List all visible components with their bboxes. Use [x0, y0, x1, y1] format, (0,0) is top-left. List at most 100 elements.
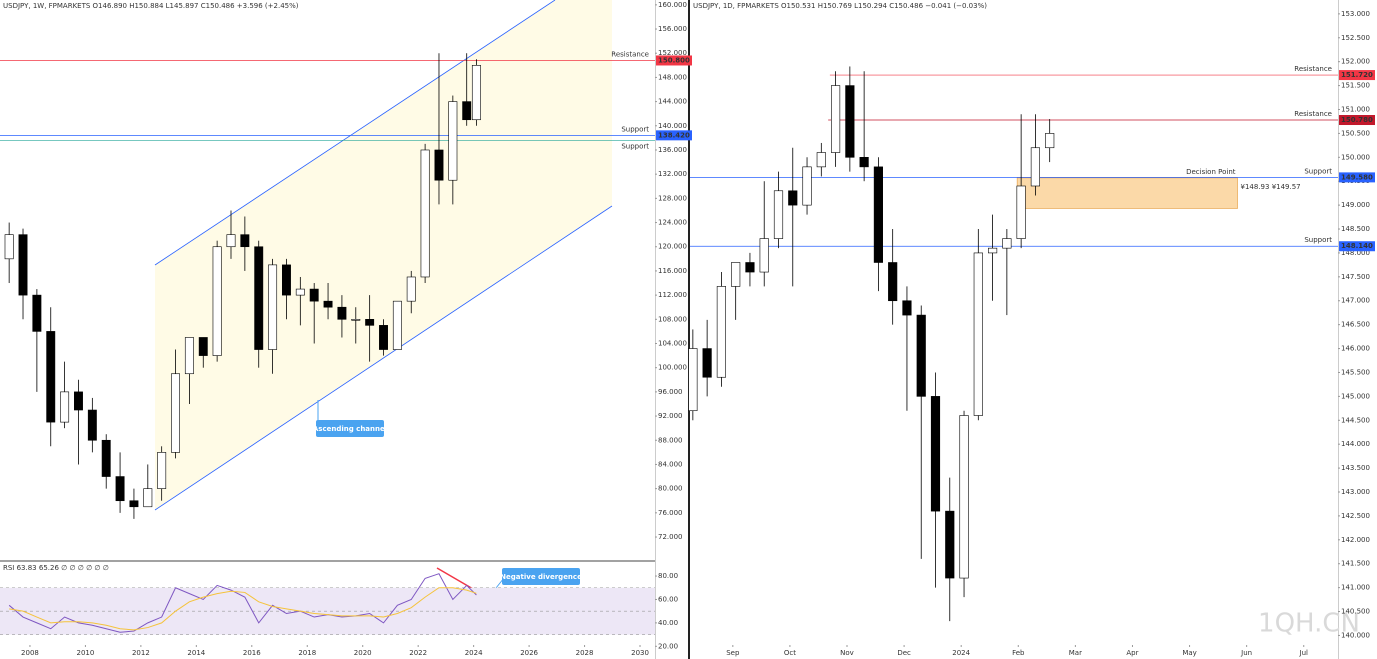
watermark: 1QH.CN [1258, 609, 1360, 639]
candle-body [143, 488, 153, 508]
x-tick-label: 2010 [76, 649, 94, 657]
candle-body [916, 314, 926, 397]
candle-body [1016, 185, 1026, 239]
y-tick-label: 108.000 [658, 315, 687, 323]
candle-body [471, 65, 481, 121]
y-tick-label: 142.000 [1341, 536, 1370, 544]
x-tick-label: 2024 [952, 649, 970, 657]
rsi-line [9, 587, 477, 631]
y-tick-label: 140.500 [1341, 608, 1370, 616]
y-tick-label: 100.000 [658, 364, 687, 372]
candle-body [988, 247, 998, 254]
price-badge [1339, 115, 1375, 126]
chart-header: USDJPY, 1D, FPMARKETS O150.531 H150.769 … [693, 2, 987, 10]
y-tick-label: 112.000 [658, 291, 687, 299]
price-badge [656, 130, 692, 141]
x-tick-label: 2012 [132, 649, 150, 657]
candle-body [462, 101, 472, 121]
candle-body [731, 262, 741, 287]
candle-body [406, 276, 416, 302]
candle-body [1045, 133, 1055, 149]
candle-body [379, 325, 388, 350]
price-badge [656, 55, 692, 66]
candle-body [60, 391, 70, 423]
candle-body [816, 152, 826, 168]
candle-body [281, 264, 291, 296]
y-tick-label: 84.000 [658, 460, 683, 468]
candle-body [434, 149, 444, 181]
candle-body [702, 348, 712, 378]
y-tick-label: 128.000 [658, 194, 687, 202]
candle-body [323, 300, 333, 308]
x-tick-label: 2020 [354, 649, 372, 657]
candle-body [831, 85, 841, 153]
candle-body [337, 306, 347, 320]
y-tick-label: 116.000 [658, 267, 687, 275]
y-tick-label: 156.000 [658, 25, 687, 33]
channel-lower [154, 205, 613, 511]
candle-body [888, 262, 898, 302]
y-tick-label: 96.000 [658, 388, 683, 396]
candle-body [688, 348, 698, 412]
candle-body [101, 439, 111, 477]
price-badge [1339, 172, 1375, 183]
candle-body [448, 101, 458, 181]
y-tick-label: 148.000 [1341, 249, 1370, 257]
candle-body [309, 288, 319, 302]
candle-body [32, 294, 42, 332]
x-tick-label: Dec [897, 649, 911, 657]
candle-body [973, 252, 983, 416]
x-tick-label: Mar [1069, 649, 1082, 657]
callout-text: Negative divergence [500, 573, 582, 581]
candle-body [226, 234, 236, 248]
y-tick-label: 149.000 [1341, 201, 1370, 209]
y-tick-label: 146.500 [1341, 321, 1370, 329]
candle-body [392, 300, 402, 350]
chart-header: RSI 63.83 65.26 ∅ ∅ ∅ ∅ ∅ ∅ [3, 564, 109, 572]
candle-body [1002, 238, 1012, 249]
x-tick-label: 2028 [576, 649, 594, 657]
x-tick-label: 2014 [187, 649, 205, 657]
level-text: Resistance [1294, 110, 1332, 118]
candle-body [845, 85, 855, 158]
y-tick-label: 144.000 [1341, 440, 1370, 448]
y-tick-label: 141.000 [1341, 584, 1370, 592]
candle-body [115, 476, 125, 502]
y-tick-label: 80.00 [658, 572, 678, 580]
x-tick-label: 2008 [21, 649, 39, 657]
y-tick-label: 120.000 [658, 243, 687, 251]
chart-header: USDJPY, 1W, FPMARKETS O146.890 H150.884 … [3, 2, 299, 10]
candle-body [859, 157, 869, 168]
callout-box [502, 568, 580, 585]
candle-body [959, 415, 969, 579]
candle-body [171, 373, 180, 453]
y-tick-label: 143.500 [1341, 464, 1370, 472]
candle-body [716, 286, 726, 378]
candle-body [773, 190, 784, 239]
level-text: Support [621, 142, 649, 150]
candle-body [802, 166, 812, 206]
candle-body [420, 149, 430, 278]
zone-label: ¥148.93 ¥149.57 [1241, 183, 1301, 191]
candle-body [902, 300, 912, 316]
y-tick-label: 160.000 [658, 1, 687, 9]
y-tick-label: 151.000 [1341, 105, 1370, 113]
y-tick-label: 140.000 [658, 122, 687, 130]
candle-body [74, 391, 83, 411]
x-tick-label: Sep [726, 649, 740, 657]
x-tick-label: 2024 [465, 649, 483, 657]
x-tick-label: Jun [1240, 649, 1252, 657]
y-tick-label: 150.000 [1341, 153, 1370, 161]
y-tick-label: 144.500 [1341, 416, 1370, 424]
candle-body [351, 319, 361, 321]
y-tick-label: 152.000 [1341, 58, 1370, 66]
price-badge [1339, 241, 1375, 252]
candle-body [945, 510, 955, 579]
y-tick-label: 142.500 [1341, 512, 1370, 520]
callout-box [316, 420, 384, 437]
y-tick-label: 148.500 [1341, 225, 1370, 233]
y-tick-label: 80.000 [658, 485, 683, 493]
candle-body [930, 396, 941, 512]
price-badge-label: 138.420 [658, 131, 690, 139]
